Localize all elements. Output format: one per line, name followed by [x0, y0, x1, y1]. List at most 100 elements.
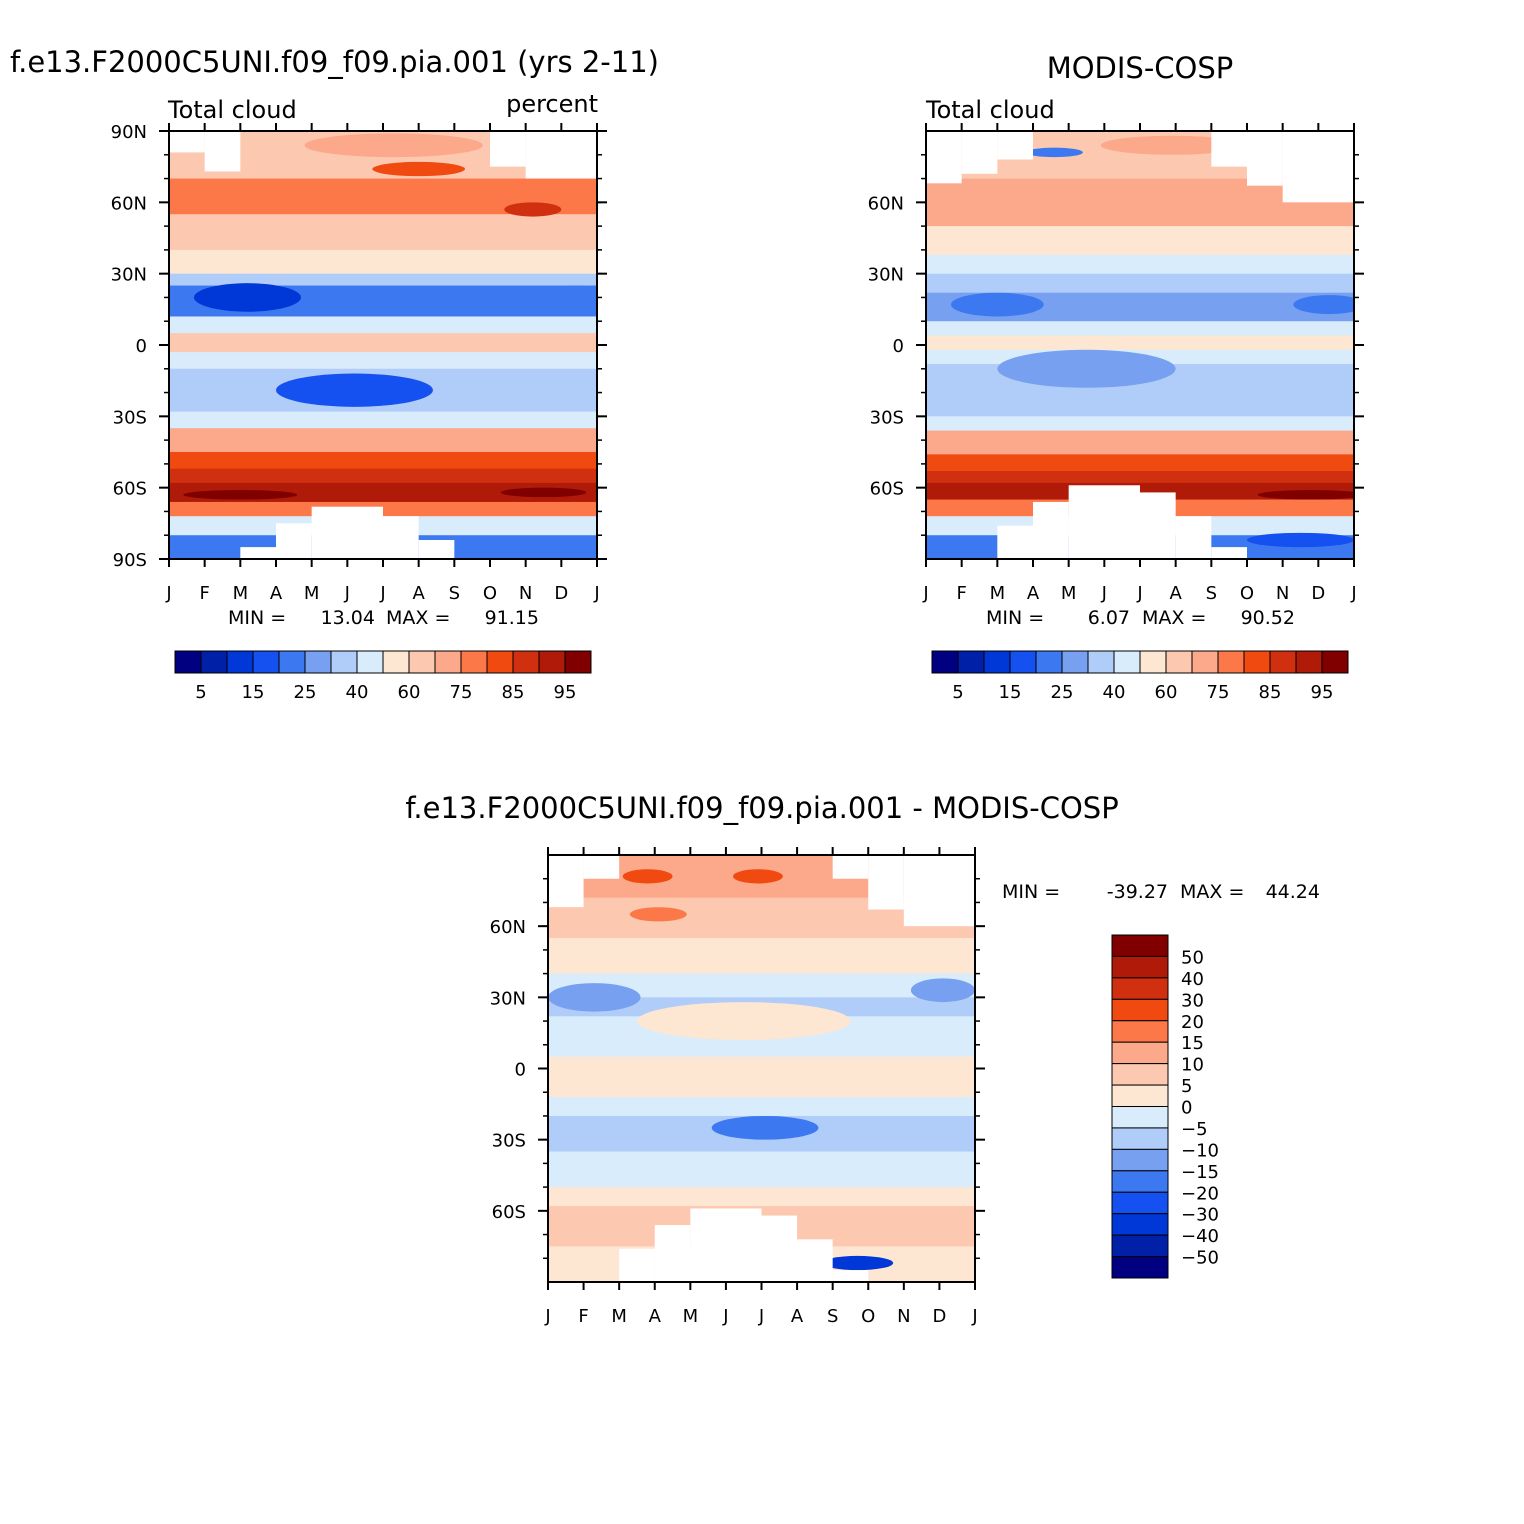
x-tick-label: F — [956, 583, 966, 604]
x-tick-label: A — [1170, 583, 1183, 604]
missing-data-region — [583, 855, 620, 879]
missing-data-region — [1140, 492, 1176, 559]
colorbar-label: −20 — [1181, 1183, 1219, 1204]
contour-feature — [276, 373, 433, 407]
contour-band — [548, 938, 975, 975]
missing-data-region — [311, 506, 383, 559]
x-tick-label: J — [1136, 583, 1142, 604]
colorbar-label: 15 — [1181, 1033, 1204, 1054]
contour-band — [169, 214, 597, 251]
y-tick-label: 0 — [515, 1060, 526, 1081]
panel-diff-stats: MIN = -39.27 MAX = 44.24 — [1002, 881, 1320, 903]
panel-model-left-label: Total cloud — [167, 96, 297, 124]
missing-data-region — [926, 131, 962, 184]
missing-data-region — [961, 131, 998, 174]
x-tick-label: M — [683, 1306, 699, 1327]
colorbar-label: 20 — [1181, 1012, 1204, 1033]
panel-model-stats: MIN = 13.04 MAX = 91.15 — [228, 607, 539, 629]
contour-field — [548, 855, 975, 1282]
x-tick-label: D — [554, 583, 568, 604]
colorbar-label: 75 — [1207, 682, 1230, 703]
x-tick-label: N — [519, 583, 532, 604]
missing-data-region — [868, 855, 904, 910]
missing-data-region — [490, 131, 526, 167]
missing-data-region — [1068, 485, 1140, 559]
colorbar-label: 5 — [1181, 1076, 1192, 1097]
missing-data-region — [418, 539, 455, 559]
y-tick-label: 90S — [113, 550, 147, 571]
contour-band — [169, 273, 597, 287]
colorbar-label: 40 — [1103, 682, 1126, 703]
missing-data-region — [797, 1239, 833, 1282]
stats-max-label: MAX = — [1142, 607, 1206, 629]
x-tick-label: J — [922, 583, 928, 604]
missing-data-region — [761, 1215, 798, 1282]
colorbar-label: 5 — [952, 682, 963, 703]
colorbar-box — [278, 650, 306, 674]
x-tick-label: J — [1101, 583, 1107, 604]
colorbar-label: 10 — [1181, 1055, 1204, 1076]
x-tick-label: D — [1311, 583, 1325, 604]
colorbar-label: 0 — [1181, 1098, 1192, 1119]
stats-min-label: MIN = — [228, 607, 286, 629]
panel-model-colorbar: 5 15 25 40 60 75 85 95 — [174, 650, 592, 703]
colorbar-label: −10 — [1181, 1140, 1219, 1161]
x-tick-label: A — [270, 583, 283, 604]
colorbar-box — [1165, 650, 1193, 674]
contour-feature — [183, 490, 298, 500]
panel-obs-left-label: Total cloud — [925, 96, 1055, 124]
colorbar-box — [1009, 650, 1037, 674]
x-tick-label: M — [233, 583, 249, 604]
stats-min-value: 13.04 — [321, 607, 375, 629]
colorbar-label: −5 — [1181, 1119, 1208, 1140]
colorbar-label: 30 — [1181, 990, 1204, 1011]
contour-feature — [547, 285, 597, 310]
colorbar-box — [1111, 977, 1169, 1000]
x-tick-label: A — [413, 583, 426, 604]
x-tick-label: J — [544, 1306, 550, 1327]
colorbar-box — [356, 650, 384, 674]
colorbar-box — [1243, 650, 1271, 674]
x-tick-label: O — [1240, 583, 1254, 604]
missing-data-region — [903, 855, 975, 927]
contour-band — [169, 249, 597, 275]
colorbar-label: −40 — [1181, 1226, 1219, 1247]
missing-data-region — [654, 1225, 691, 1282]
colorbar-label: 85 — [1259, 682, 1282, 703]
contour-band — [548, 1187, 975, 1207]
colorbar-label: 95 — [1311, 682, 1334, 703]
x-tick-label: N — [897, 1306, 910, 1327]
missing-data-region — [1211, 131, 1247, 167]
contour-band — [548, 1073, 975, 1098]
colorbar-box — [1111, 1063, 1169, 1086]
y-tick-label: 60N — [490, 917, 526, 938]
contour-band — [926, 254, 1354, 275]
colorbar-box — [931, 650, 959, 674]
x-tick-label: J — [971, 1306, 977, 1327]
x-tick-label: D — [932, 1306, 946, 1327]
colorbar-box — [460, 650, 488, 674]
contour-feature — [711, 1115, 819, 1140]
contour-feature — [636, 1002, 851, 1041]
x-tick-label: S — [827, 1306, 838, 1327]
colorbar-label: −15 — [1181, 1162, 1219, 1183]
colorbar-box — [1111, 1191, 1169, 1215]
colorbar-label: 75 — [450, 682, 473, 703]
colorbar-label: 50 — [1181, 947, 1204, 968]
contour-band — [548, 1056, 975, 1074]
colorbar-box — [304, 650, 332, 674]
contour-feature — [1293, 295, 1354, 315]
missing-data-region — [832, 1270, 869, 1282]
y-tick-label: 0 — [136, 336, 147, 357]
y-tick-label: 90N — [111, 122, 147, 143]
x-tick-label: O — [483, 583, 497, 604]
contour-feature — [950, 292, 1044, 317]
colorbar-box — [983, 650, 1011, 674]
x-tick-label: A — [1027, 583, 1040, 604]
colorbar-label: 15 — [242, 682, 265, 703]
colorbar-box — [1111, 1020, 1169, 1043]
y-tick-label: 30S — [870, 407, 904, 428]
contour-band — [169, 333, 597, 353]
missing-data-region — [276, 523, 312, 559]
panel-obs-colorbar: 5 15 25 40 60 75 85 95 — [931, 650, 1349, 703]
